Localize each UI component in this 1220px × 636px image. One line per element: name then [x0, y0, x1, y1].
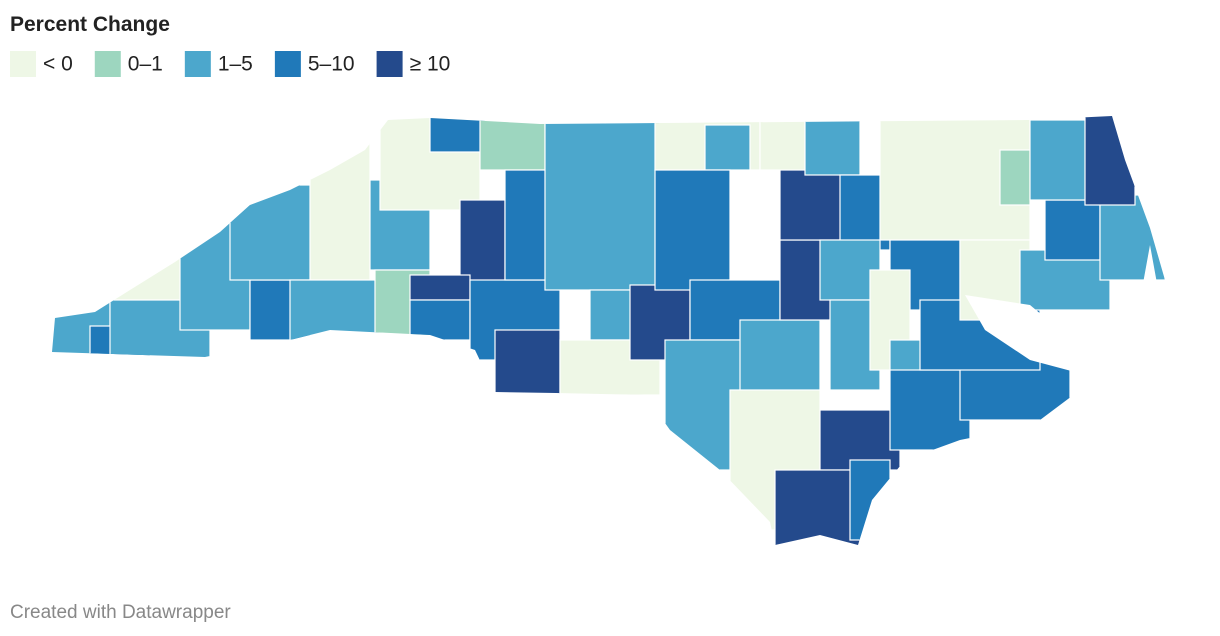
legend-swatch — [376, 51, 403, 77]
county — [1084, 116, 1136, 206]
county — [849, 459, 891, 541]
county — [479, 116, 546, 171]
county — [804, 119, 861, 176]
legend-swatch — [10, 51, 36, 77]
county — [889, 369, 971, 451]
legend-label: 0–1 — [128, 53, 163, 76]
county — [79, 244, 191, 301]
county — [429, 116, 486, 153]
county — [1044, 199, 1101, 261]
legend-swatch — [184, 51, 211, 77]
legend-label: ≥ 10 — [410, 53, 451, 76]
legend-swatch — [274, 51, 301, 77]
legend-swatch — [94, 51, 121, 77]
county — [759, 116, 806, 171]
county — [409, 274, 471, 301]
map-title: Percent Change — [10, 13, 170, 36]
county-map — [52, 116, 1165, 545]
county — [409, 299, 471, 341]
county — [1099, 194, 1165, 281]
county — [654, 169, 731, 291]
legend-label: 1–5 — [218, 53, 253, 76]
county — [704, 124, 751, 171]
legend: < 0 0–1 1–5 5–10 ≥ 10 — [10, 51, 450, 77]
sound-water — [965, 245, 1160, 372]
county — [999, 149, 1031, 206]
legend-label: < 0 — [43, 53, 73, 76]
county — [289, 279, 381, 341]
county — [309, 139, 371, 281]
legend-label: 5–10 — [308, 53, 355, 76]
county — [229, 184, 316, 281]
county — [1029, 119, 1091, 201]
county — [544, 119, 661, 291]
county — [774, 469, 861, 545]
county — [494, 329, 561, 396]
footer-credit: Created with Datawrapper — [10, 602, 231, 623]
